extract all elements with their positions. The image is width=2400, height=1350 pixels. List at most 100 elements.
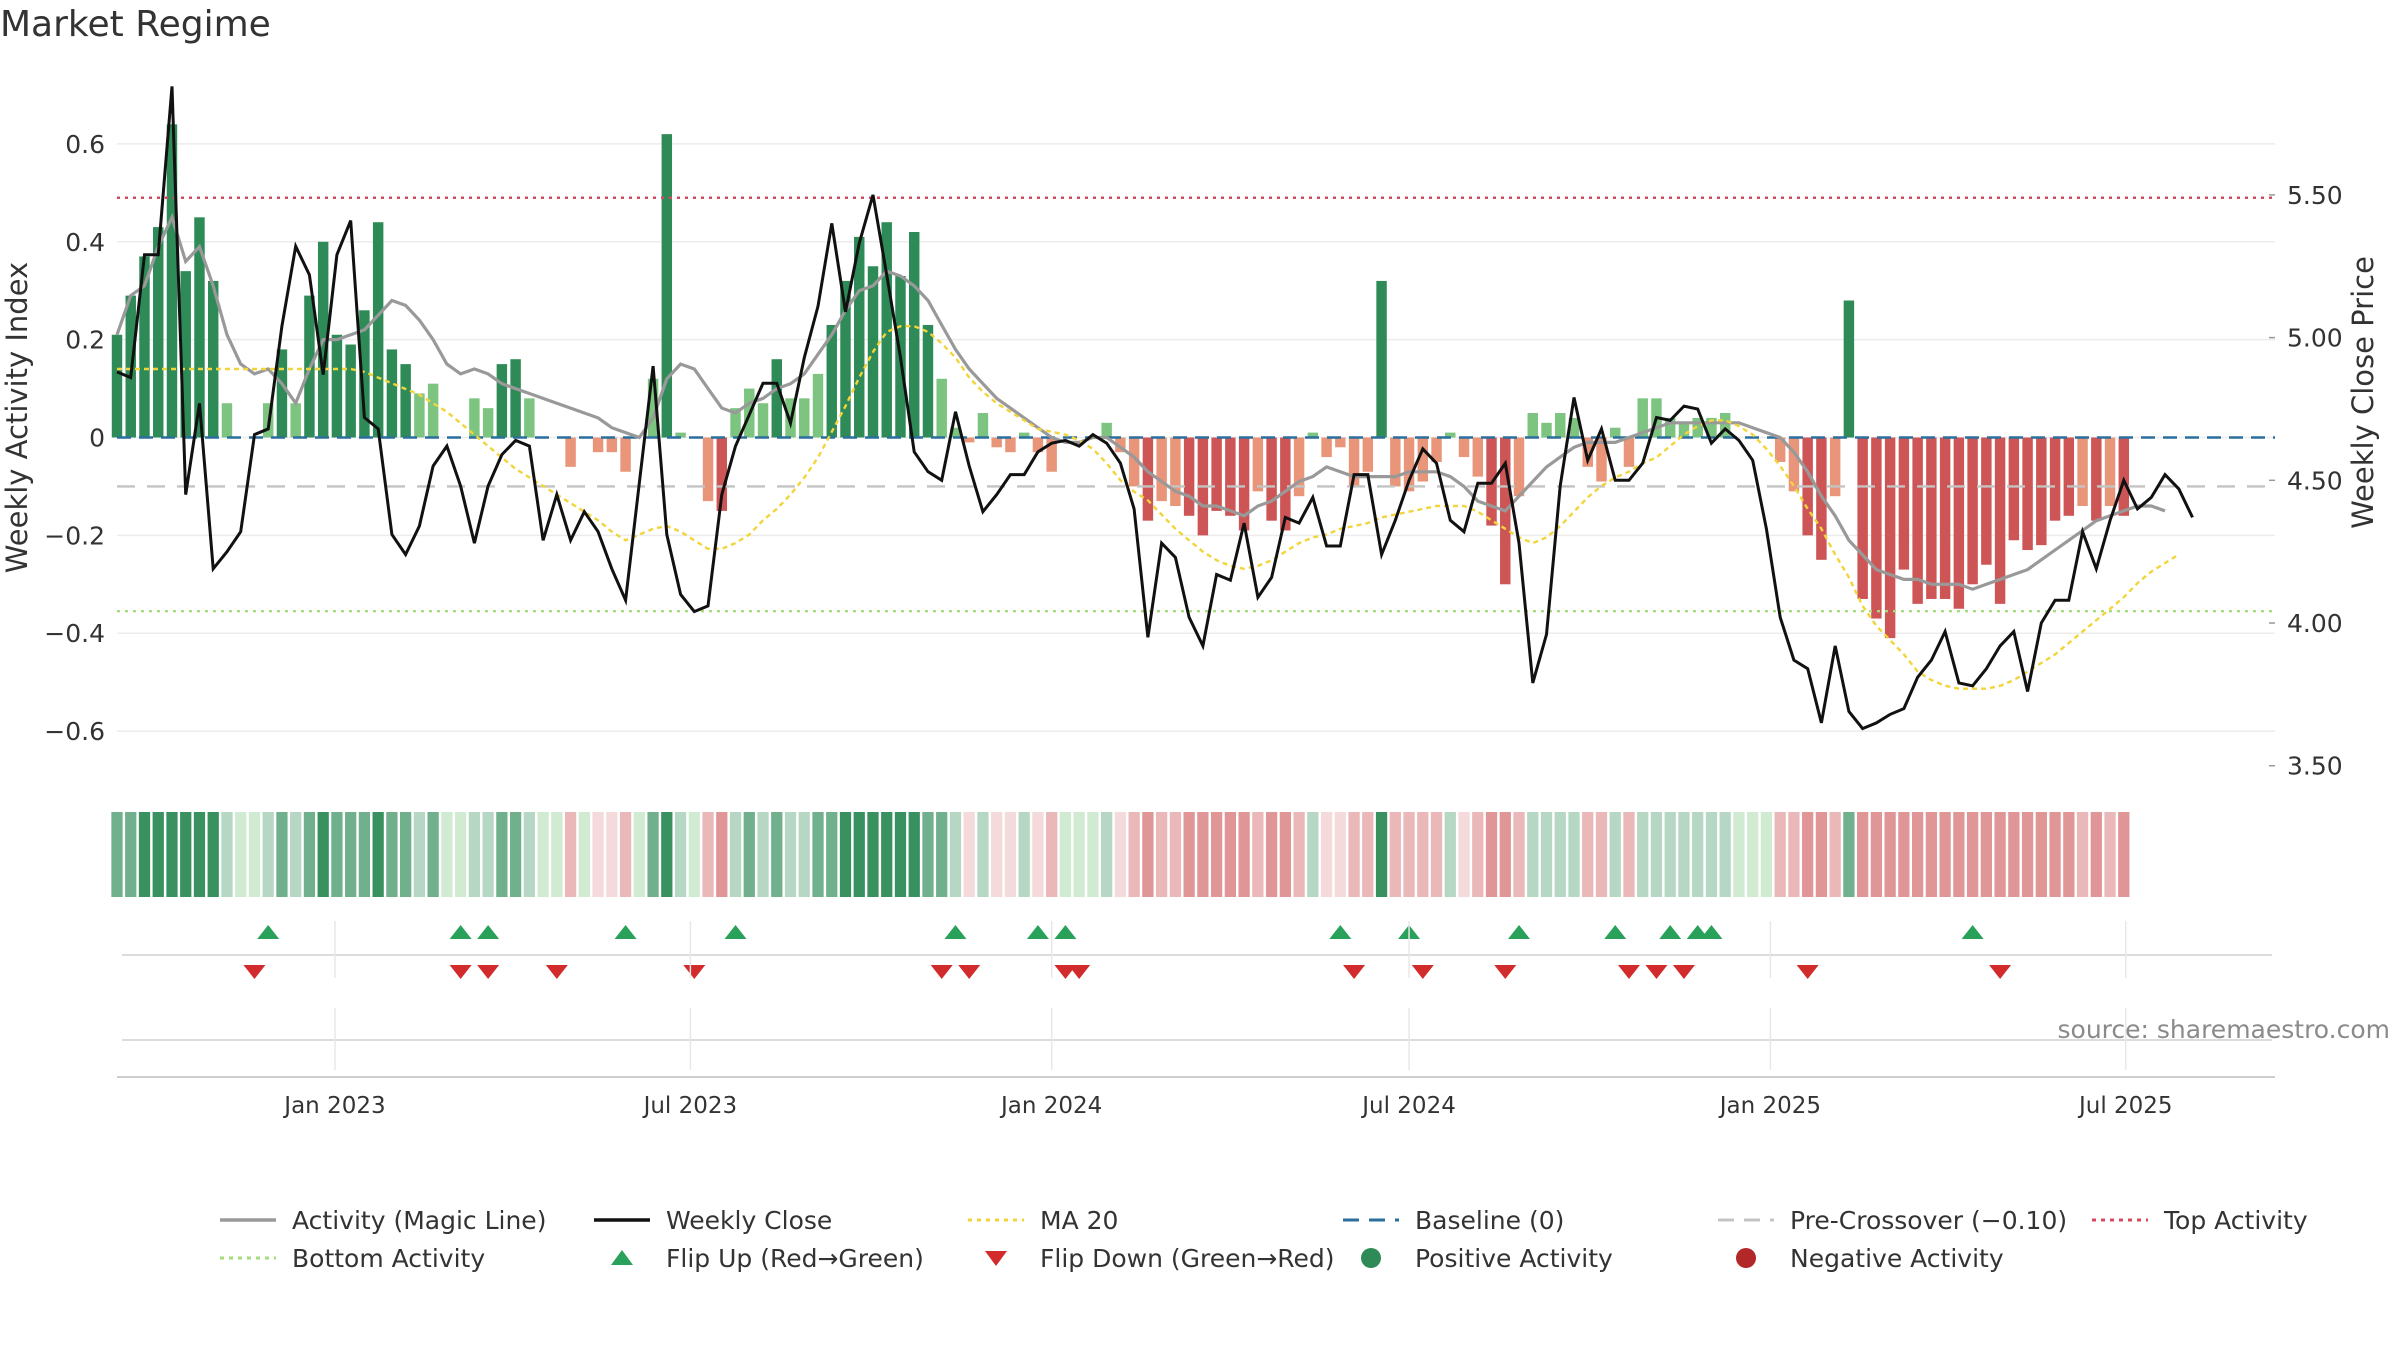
regime-strip-cell [2090, 812, 2102, 897]
regime-strip-cell [1623, 812, 1635, 897]
regime-strip-cell [619, 812, 632, 897]
chart-legend: Activity (Magic Line) Weekly Close MA 20 Ba… [0, 1205, 2400, 1295]
legend-label: Flip Down (Green→Red) [1040, 1243, 1335, 1273]
regime-strip-cell [1142, 812, 1154, 897]
regime-strip-cell [1279, 812, 1291, 897]
activity-bar [2008, 437, 2020, 541]
legend-triangle-icon [985, 1251, 1007, 1266]
regime-strip-cell [235, 812, 247, 897]
legend-label: Pre-Crossover (−0.10) [1790, 1205, 2068, 1235]
regime-strip-cell [2035, 812, 2047, 897]
regime-strip-cell [551, 812, 563, 897]
regime-strip-cell [1101, 812, 1113, 897]
activity-bar [194, 217, 205, 438]
regime-strip-cell [2063, 812, 2075, 897]
activity-bar [1115, 437, 1126, 453]
activity-bar [936, 378, 947, 438]
regime-strip-cell [1760, 812, 1773, 897]
regime-strip-cell [125, 812, 137, 897]
activity-bar [1939, 437, 1951, 599]
activity-bar [276, 349, 288, 438]
regime-strip-cell [908, 812, 920, 897]
legend-label: Bottom Activity [292, 1243, 486, 1273]
regime-strip-cell [1705, 812, 1718, 897]
y-right-tick-label: 5.00 [2287, 324, 2343, 353]
activity-bar [111, 334, 123, 438]
regime-strip-cell [1802, 812, 1814, 897]
activity-bar [647, 378, 659, 438]
activity-bar [2104, 437, 2116, 506]
legend-line-swatch [2092, 1218, 2148, 1222]
regime-strip-cell [1678, 812, 1690, 897]
legend-label: Top Activity [2164, 1205, 2308, 1235]
regime-strip-cell [1307, 812, 1319, 897]
activity-bar [963, 437, 975, 443]
activity-bar [1884, 437, 1896, 639]
activity-bar [2091, 437, 2102, 521]
activity-bar [620, 437, 631, 472]
regime-strip-cell [826, 812, 838, 897]
regime-strip-cell [674, 812, 687, 897]
flip-up-marker [449, 925, 472, 939]
regime-strip-cell [647, 812, 659, 897]
activity-bar [881, 222, 892, 438]
regime-strip-cell [1499, 812, 1511, 897]
regime-strip-cell [1870, 812, 1883, 897]
activity-bar [675, 432, 686, 438]
regime-strip-cell [2049, 812, 2061, 897]
activity-bar [180, 271, 191, 438]
x-tick-label: Jan 2023 [282, 1093, 385, 1119]
regime-strip-cell [1114, 812, 1127, 897]
regime-strip-cell [1898, 812, 1910, 897]
flip-down-marker [1494, 965, 1517, 979]
regime-strip-cell [2021, 812, 2034, 897]
regime-strip-cell [482, 812, 494, 897]
flip-down-marker [1343, 965, 1366, 979]
regime-strip-cell [290, 812, 302, 897]
legend-item: Negative Activity [1716, 1243, 2004, 1273]
activity-bar [2077, 437, 2088, 506]
regime-strip-cell [386, 812, 398, 897]
x-tick-label: Jan 2024 [999, 1093, 1102, 1119]
y-right-tick-label: 5.50 [2287, 181, 2343, 210]
regime-strip-cell [1444, 812, 1456, 897]
activity-bar [1293, 437, 1305, 497]
regime-strip-cell [1334, 812, 1346, 897]
regime-strip-cell [1925, 812, 1938, 897]
activity-bar [221, 403, 233, 438]
regime-strip-cell [743, 812, 755, 897]
weekly-close-line [116, 86, 2194, 731]
activity-bar [854, 236, 865, 438]
regime-strip-cell [1939, 812, 1951, 897]
regime-strip-cell [317, 812, 329, 897]
flip-up-marker [257, 925, 280, 939]
regime-strip-cell [166, 812, 178, 897]
regime-strip-cell [1637, 812, 1649, 897]
regime-strip-cell [1472, 812, 1484, 897]
activity-bar [331, 334, 343, 438]
activity-bar [1912, 437, 1923, 604]
regime-strip-cell [1884, 812, 1896, 897]
regime-strip-cell [578, 812, 590, 897]
activity-bar [1967, 437, 1978, 585]
flip-down-marker [1068, 965, 1091, 979]
activity-bar [1445, 432, 1456, 438]
activity-bar [799, 398, 810, 438]
regime-strip-cell [1362, 812, 1374, 897]
activity-bar [771, 359, 782, 438]
regime-strip-cell [303, 812, 316, 897]
activity-bar [469, 398, 480, 438]
regime-strip-cell [1018, 812, 1030, 897]
activity-bar [1018, 432, 1030, 438]
ma20-line [117, 325, 2180, 690]
regime-strip-cell [853, 812, 865, 897]
regime-strip-cell [1911, 812, 1924, 897]
activity-bar [1692, 417, 1703, 438]
regime-strip-cell [1293, 812, 1305, 897]
activity-bar [1183, 437, 1195, 516]
activity-bar [2049, 437, 2061, 521]
activity-bar [427, 383, 439, 438]
regime-strip-cell [2118, 812, 2130, 897]
regime-strip-cell [1238, 812, 1250, 897]
activity-bar [1664, 417, 1676, 438]
